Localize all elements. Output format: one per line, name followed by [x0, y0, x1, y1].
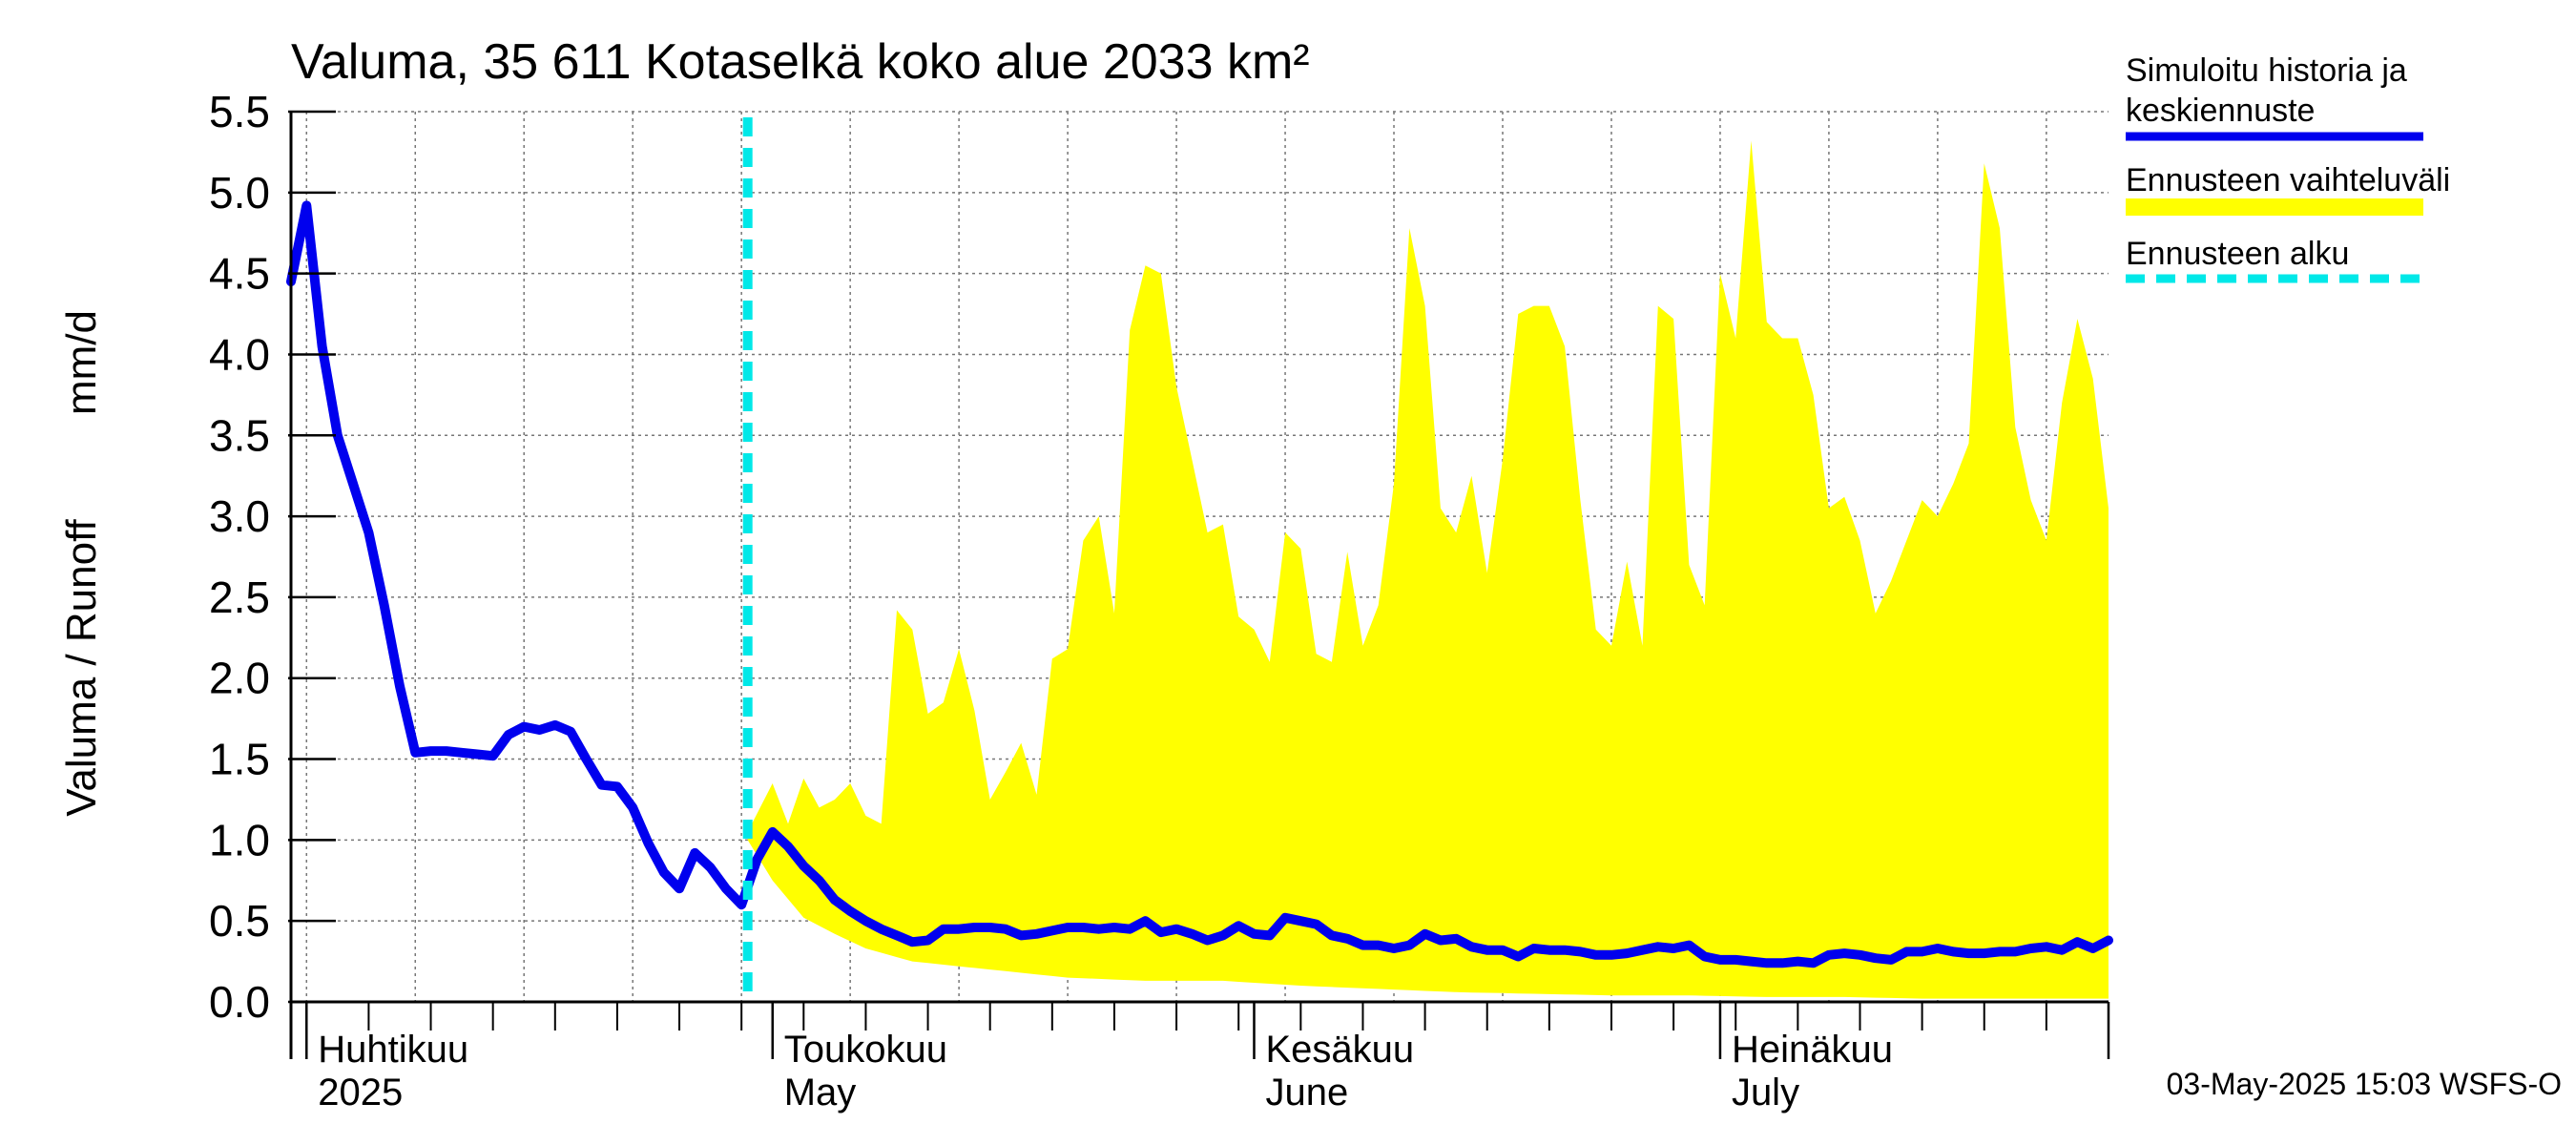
- y-tick-label: 2.0: [209, 654, 270, 703]
- y-tick-labels: 0.0 0.5 1.0 1.5 2.0 2.5 3.0 3.5 4.0 4.5 5.0 5.5: [209, 87, 270, 1027]
- x-month-sublabel: July: [1732, 1072, 1799, 1114]
- x-month-label: Huhtikuu: [318, 1029, 468, 1071]
- legend-band-label: Ennusteen vaihteluväli: [2126, 162, 2450, 198]
- x-month-sublabel: 2025: [318, 1072, 403, 1114]
- x-month-sublabel: May: [784, 1072, 857, 1114]
- chart-title: Valuma, 35 611 Kotaselkä koko alue 2033 …: [291, 34, 1310, 90]
- x-month-sublabel: June: [1265, 1072, 1348, 1114]
- x-month-label: Heinäkuu: [1732, 1029, 1893, 1071]
- y-tick-label: 3.5: [209, 410, 270, 460]
- y-tick-label: 5.0: [209, 168, 270, 218]
- y-tick-label: 1.5: [209, 735, 270, 784]
- legend-history-label-2: keskiennuste: [2126, 93, 2315, 129]
- forecast-band: [747, 140, 2109, 999]
- axes-layer: [288, 110, 2110, 1059]
- forecast-band-layer: [747, 140, 2109, 999]
- history-series-layer: [286, 117, 2113, 1002]
- x-month-label: Kesäkuu: [1265, 1029, 1414, 1071]
- y-tick-label: 3.0: [209, 491, 270, 541]
- legend-forecast-start-label: Ennusteen alku: [2126, 236, 2349, 272]
- y-axis-unit: mm/d: [58, 310, 105, 415]
- x-month-label: Toukokuu: [784, 1029, 947, 1071]
- y-tick-label: 2.5: [209, 572, 270, 622]
- history-line: [286, 200, 2113, 968]
- legend: Simuloitu historia ja keskiennuste Ennus…: [2126, 52, 2450, 283]
- y-tick-label: 1.0: [209, 815, 270, 864]
- y-tick-label: 5.5: [209, 87, 270, 136]
- footer-timestamp: 03-May-2025 15:03 WSFS-O: [2167, 1067, 2562, 1101]
- y-tick-label: 0.0: [209, 977, 270, 1027]
- legend-history-label-1: Simuloitu historia ja: [2126, 52, 2407, 89]
- y-tick-label: 0.5: [209, 896, 270, 946]
- y-axis-label: Valuma / Runoff: [58, 519, 105, 817]
- y-tick-label: 4.0: [209, 329, 270, 379]
- y-tick-label: 4.5: [209, 249, 270, 299]
